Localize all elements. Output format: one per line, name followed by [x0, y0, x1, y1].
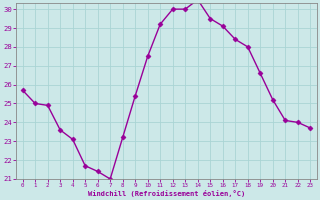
- X-axis label: Windchill (Refroidissement éolien,°C): Windchill (Refroidissement éolien,°C): [88, 190, 245, 197]
